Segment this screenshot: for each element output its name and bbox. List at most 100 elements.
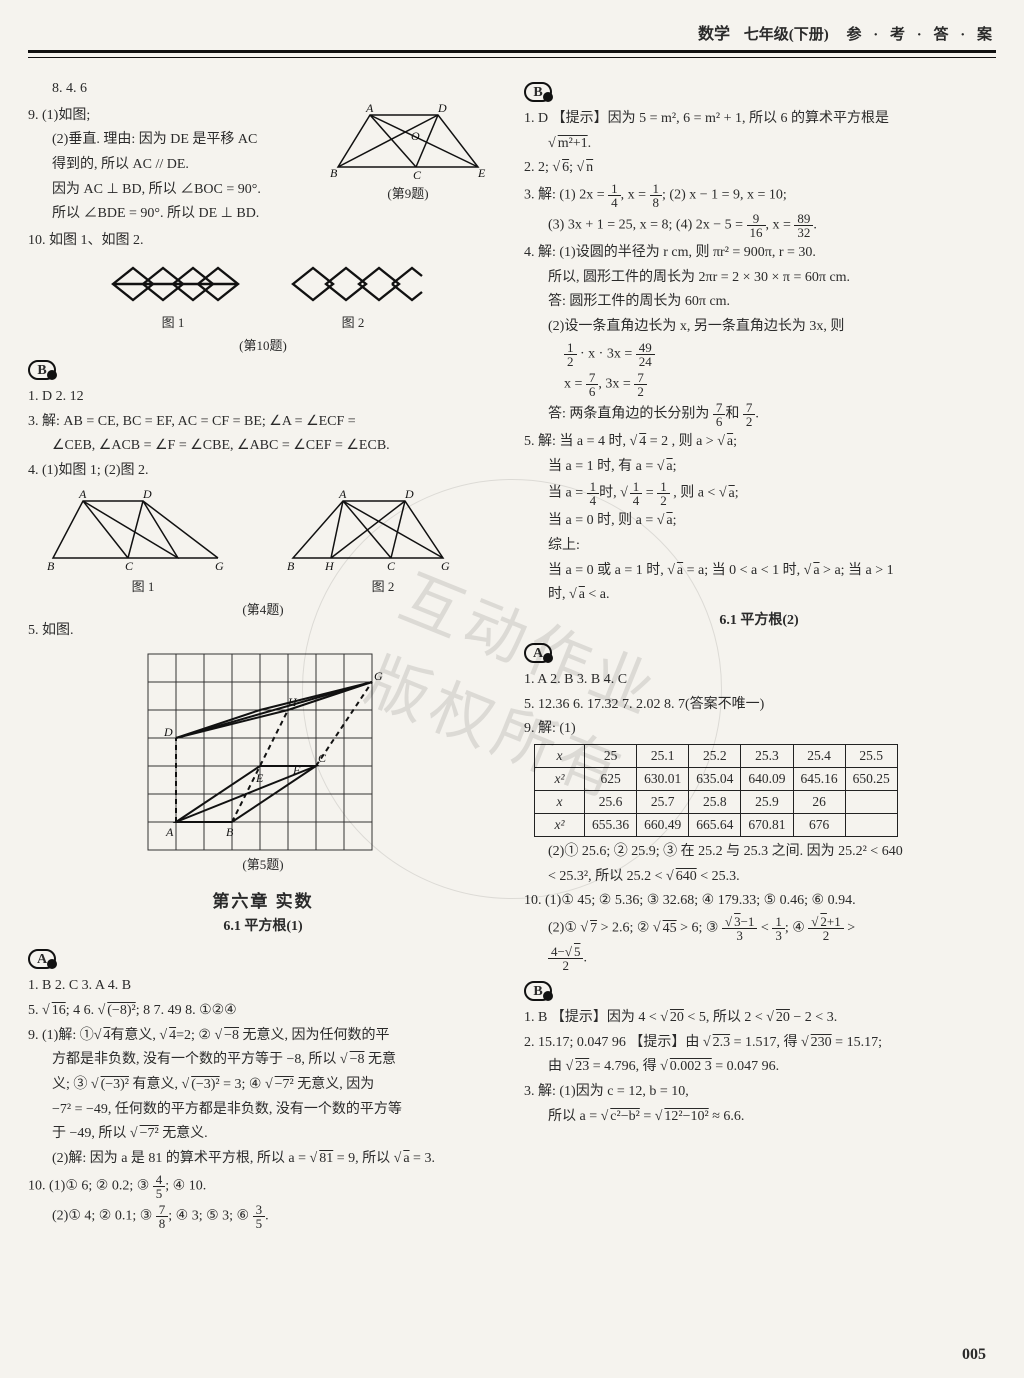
svg-text:D: D <box>163 725 173 739</box>
txt: 所以 ∠BDE = 90°. 所以 DE ⊥ BD. <box>28 203 318 225</box>
svg-text:E: E <box>255 771 264 785</box>
svg-text:B: B <box>226 825 234 839</box>
txt: 因为 AC ⊥ BD, 所以 ∠BOC = 90°. <box>28 179 318 201</box>
two-column-layout: 8. 4. 6 9. (1)如图; (2)垂直. 理由: 因为 DE 是平移 A… <box>28 76 996 1233</box>
badge-A2: A <box>524 643 552 663</box>
badge-B: B <box>28 360 56 380</box>
txt: 3. 解: (1) 2x = 14, x = 18; (2) x − 1 = 9… <box>524 182 994 209</box>
chapter-title: 第六章 实数 <box>28 887 498 912</box>
svg-text:A: A <box>365 103 374 115</box>
txt: 4. 解: (1)设圆的半径为 r cm, 则 πr² = 900π, r = … <box>524 242 994 264</box>
figure-5: A B C D E F G H <box>28 644 498 854</box>
txt: 当 a = 0 时, 则 a = √a; <box>524 510 994 532</box>
fig4b-label: 图 2 <box>372 576 395 595</box>
txt: 于 −49, 所以 √−7² 无意义. <box>28 1123 498 1145</box>
txt: 综上: <box>524 535 994 557</box>
txt: 1. A 2. B 3. B 4. C <box>524 669 994 691</box>
txt: 10. (1)① 6; ② 0.2; ③ 45; ④ 10. <box>28 1173 498 1200</box>
txt: x = 76, 3x = 72 <box>524 371 994 398</box>
txt: 当 a = 14时, √14 = 12 , 则 a < √a; <box>524 480 994 507</box>
svg-text:A: A <box>165 825 174 839</box>
txt: 1. B 【提示】因为 4 < √20 < 5, 所以 2 < √20 − 2 … <box>524 1007 994 1029</box>
txt: √m²+1. <box>524 133 994 155</box>
badge-B2: B <box>524 981 552 1001</box>
figure-9: A D O B C E (第9题) <box>318 103 498 228</box>
svg-text:G: G <box>374 669 383 683</box>
svg-text:C: C <box>387 559 396 573</box>
txt: 答: 两条直角边的长分别为 76和 72. <box>524 401 994 428</box>
fig4-caption: (第4题) <box>28 599 498 618</box>
svg-text:D: D <box>142 487 152 501</box>
hdr-label: 参 · 考 · 答 · 案 <box>846 27 996 43</box>
txt: 10. 如图 1、如图 2. <box>28 230 498 252</box>
svg-text:B: B <box>287 559 295 573</box>
right-column: B 1. D 【提示】因为 5 = m², 6 = m² + 1, 所以 6 的… <box>524 76 994 1233</box>
data-table: x2525.125.225.325.425.5 x²625630.01635.0… <box>534 744 898 837</box>
hdr-grade: 七年级(下册) <box>744 27 829 43</box>
txt: 时, √a < a. <box>524 584 994 606</box>
fig5-caption: (第5题) <box>28 854 498 873</box>
svg-text:F: F <box>292 763 301 777</box>
section-title-2: 6.1 平方根(2) <box>524 609 994 629</box>
svg-text:A: A <box>338 487 347 501</box>
txt: 2. 2; √6; √n <box>524 157 994 179</box>
txt: 10. (1)① 45; ② 5.36; ③ 32.68; ④ 179.33; … <box>524 890 994 912</box>
txt: 12 · x · 3x = 4924 <box>524 341 994 368</box>
svg-text:B: B <box>47 559 55 573</box>
badge-A: A <box>28 949 56 969</box>
txt: 5. 12.36 6. 17.32 7. 2.02 8. 7(答案不唯一) <box>524 694 994 716</box>
txt: 所以, 圆形工件的周长为 2πr = 2 × 30 × π = 60π cm. <box>524 267 994 289</box>
txt: 1. B 2. C 3. A 4. B <box>28 975 498 997</box>
txt: ∠CEB, ∠ACB = ∠F = ∠CBE, ∠ABC = ∠CEF = ∠E… <box>28 435 498 457</box>
txt: 4−√52. <box>524 945 994 972</box>
fig9-caption: (第9题) <box>318 183 498 202</box>
svg-text:O: O <box>411 129 420 143</box>
svg-text:H: H <box>287 695 298 709</box>
svg-text:E: E <box>477 166 486 180</box>
txt: 1. D 2. 12 <box>28 386 498 408</box>
fig10b-label: 图 2 <box>342 312 365 331</box>
txt: 3. 解: (1)因为 c = 12, b = 10, <box>524 1081 994 1103</box>
txt: 5. 如图. <box>28 620 498 642</box>
txt: 答: 圆形工件的周长为 60π cm. <box>524 291 994 313</box>
page-number: 005 <box>962 1346 986 1364</box>
fig10a-label: 图 1 <box>162 312 185 331</box>
txt: 2. 15.17; 0.047 96 【提示】由 √2.3 = 1.517, 得… <box>524 1032 994 1054</box>
txt: 当 a = 1 时, 有 a = √a; <box>524 456 994 478</box>
txt: 3. 解: AB = CE, BC = EF, AC = CF = BE; ∠A… <box>28 411 498 433</box>
fig10-caption: (第10题) <box>28 335 498 354</box>
badge-B: B <box>524 82 552 102</box>
txt: (2)① √7 > 2.6; ② √45 > 6; ③ √3−13 < 13; … <box>524 915 994 942</box>
txt: −7² = −49, 任何数的平方都是非负数, 没有一个数的平方等 <box>28 1099 498 1121</box>
svg-text:H: H <box>324 559 335 573</box>
txt: (2)垂直. 理由: 因为 DE 是平移 AC <box>28 129 318 151</box>
txt: 义; ③ √(−3)² 有意义, √(−3)² = 3; ④ √−7² 无意义,… <box>28 1074 498 1096</box>
svg-text:C: C <box>125 559 134 573</box>
txt: < 25.3², 所以 25.2 < √640 < 25.3. <box>524 866 994 888</box>
txt: 方都是非负数, 没有一个数的平方等于 −8, 所以 √−8 无意 <box>28 1049 498 1071</box>
txt: 所以 a = √c²−b² = √12²−10² ≈ 6.6. <box>524 1106 994 1128</box>
txt: 当 a = 0 或 a = 1 时, √a = a; 当 0 < a < 1 时… <box>524 560 994 582</box>
txt: (2)① 25.6; ② 25.9; ③ 在 25.2 与 25.3 之间. 因… <box>524 841 994 863</box>
txt: 9. 解: (1) <box>524 718 994 740</box>
txt: 1. D 【提示】因为 5 = m², 6 = m² + 1, 所以 6 的算术… <box>524 108 994 130</box>
svg-text:G: G <box>215 559 224 573</box>
svg-text:G: G <box>441 559 450 573</box>
svg-text:C: C <box>413 168 422 182</box>
figure-4: AD BCG 图 1 AD BHCG 图 2 <box>28 486 498 595</box>
fig4a-label: 图 1 <box>132 576 155 595</box>
svg-text:A: A <box>78 487 87 501</box>
txt: 9. (1)解: ①√4有意义, √4=2; ② √−8 无意义, 因为任何数的… <box>28 1025 498 1047</box>
txt: 由 √23 = 4.796, 得 √0.002 3 = 0.047 96. <box>524 1056 994 1078</box>
svg-text:C: C <box>318 751 327 765</box>
txt: (3) 3x + 1 = 25, x = 8; (4) 2x − 5 = 916… <box>524 212 994 239</box>
txt: (2)解: 因为 a 是 81 的算术平方根, 所以 a = √81 = 9, … <box>28 1148 498 1170</box>
txt: (2)① 4; ② 0.1; ③ 78; ④ 3; ⑤ 3; ⑥ 35. <box>28 1203 498 1230</box>
txt: 5. 解: 当 a = 4 时, √4 = 2 , 则 a > √a; <box>524 431 994 453</box>
txt: 9. (1)如图; <box>28 105 318 127</box>
txt: 5. √16; 4 6. √(−8)²; 8 7. 49 8. ①②④ <box>28 1000 498 1022</box>
hdr-subject: 数学 <box>698 26 730 43</box>
svg-text:B: B <box>330 166 338 180</box>
svg-text:D: D <box>437 103 447 115</box>
page-header: 数学 七年级(下册) 参 · 考 · 答 · 案 <box>28 20 996 53</box>
